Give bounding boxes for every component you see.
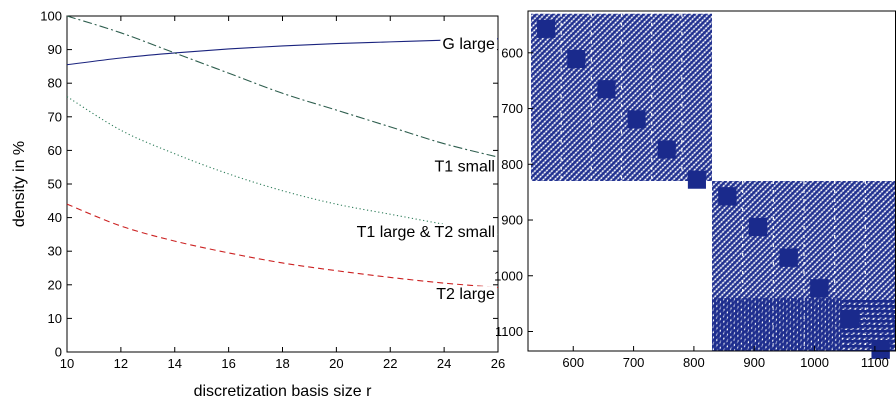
diagonal-subblock xyxy=(718,187,737,206)
series-annotation: T1 small xyxy=(435,159,495,176)
sparsity-corner-block xyxy=(841,298,896,351)
sparsity-x-tick-label: 900 xyxy=(743,355,765,370)
x-tick-label: 22 xyxy=(383,356,397,371)
diagonal-subblock xyxy=(537,19,556,38)
diagonal-subblock xyxy=(779,248,798,267)
x-tick-label: 20 xyxy=(329,356,343,371)
annotation-background xyxy=(354,224,497,242)
series-line-3 xyxy=(66,203,499,289)
sparsity-pattern-plot: 600 700 800 900 1000 1100 600 700 800 900 1000 1100 xyxy=(494,10,896,370)
sparsity-lower-band xyxy=(712,298,842,351)
y-tick-label: 70 xyxy=(48,109,62,124)
sparsity-x-tick-label: 1100 xyxy=(861,355,889,370)
y-tick-label: 0 xyxy=(55,345,62,360)
diagonal-subblock xyxy=(567,49,586,69)
x-tick-label: 26 xyxy=(491,356,505,371)
y-tick-label: 10 xyxy=(48,311,62,326)
x-tick-label: 16 xyxy=(221,356,235,371)
diagonal-subblock xyxy=(748,217,768,237)
x-tick-label: 12 xyxy=(114,356,128,371)
annotation-background xyxy=(440,35,498,53)
sparsity-x-tick-label: 700 xyxy=(623,355,645,370)
plot-frame xyxy=(66,15,499,353)
x-tick-label: 18 xyxy=(275,356,289,371)
sparsity-y-tick-label: 900 xyxy=(501,213,523,228)
y-tick-label: 30 xyxy=(48,244,62,259)
sparsity-y-tick-label: 800 xyxy=(501,157,523,172)
diagonal-subblock xyxy=(627,110,646,129)
series-line-0 xyxy=(66,38,499,66)
sparsity-y-tick-label: 700 xyxy=(501,101,523,116)
series-line-1 xyxy=(66,15,499,158)
sparsity-x-tick-label: 1000 xyxy=(800,355,829,370)
sparsity-y-tick-label: 600 xyxy=(501,45,523,60)
y-tick-label: 50 xyxy=(48,177,62,192)
x-tick-label: 10 xyxy=(60,356,74,371)
annotation-background xyxy=(432,158,497,176)
x-tick-label: 14 xyxy=(168,356,182,371)
series-annotation: T1 large & T2 small xyxy=(357,224,495,241)
x-axis-label: discretization basis size r xyxy=(194,383,373,400)
y-tick-label: 80 xyxy=(48,76,62,91)
sparsity-y-tick-label: 1000 xyxy=(494,268,523,283)
diagonal-subblock xyxy=(810,279,829,298)
series-annotation: G large xyxy=(442,36,495,53)
y-tick-label: 20 xyxy=(48,277,62,292)
diagonal-subblock xyxy=(657,140,676,159)
x-tick-label: 24 xyxy=(437,356,451,371)
y-tick-label: 100 xyxy=(40,9,62,24)
sparsity-x-tick-label: 600 xyxy=(562,355,584,370)
series-annotation: T2 large xyxy=(436,286,495,303)
density-line-chart: 10 12 14 16 18 20 22 24 260102030405060708090100… xyxy=(11,9,505,401)
y-tick-label: 60 xyxy=(48,143,62,158)
y-tick-label: 90 xyxy=(48,42,62,57)
y-tick-label: 40 xyxy=(48,210,62,225)
y-axis-label: density in % xyxy=(11,141,28,227)
annotation-background xyxy=(434,286,497,304)
diagonal-subblock xyxy=(687,170,706,189)
sparsity-y-tick-label: 1100 xyxy=(495,324,523,339)
series-line-2 xyxy=(66,96,499,235)
diagonal-subblock xyxy=(597,80,616,99)
sparsity-x-tick-label: 800 xyxy=(683,355,705,370)
